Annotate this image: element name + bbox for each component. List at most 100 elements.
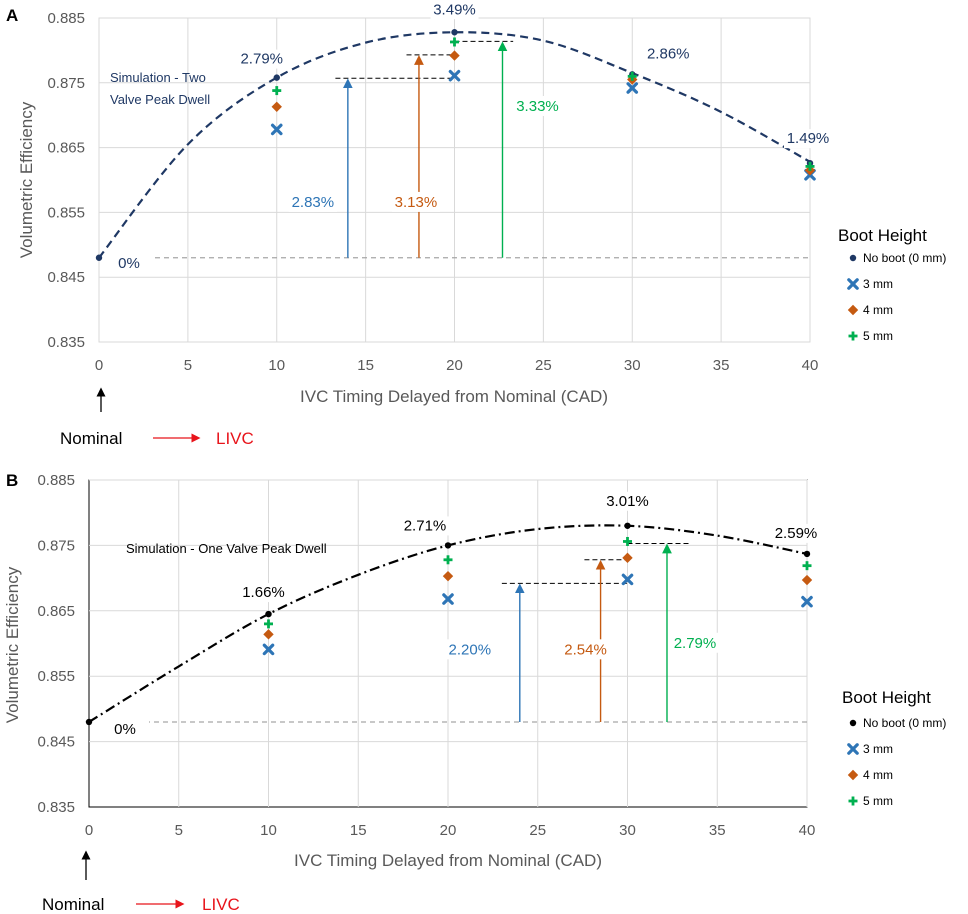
grid-a bbox=[99, 17, 811, 342]
data-point-diamond bbox=[263, 629, 274, 640]
data-point-x bbox=[442, 593, 454, 605]
point-percent-label: 0% bbox=[118, 255, 140, 272]
x-tick-label: 5 bbox=[184, 357, 192, 374]
panel-a: A 2.83% 3.13% 3.33% Simulation - Two Valve … bbox=[6, 0, 946, 448]
nominal-label-a: Nominal bbox=[60, 429, 122, 448]
point-label-background bbox=[401, 516, 449, 536]
legend-b: Boot Height No boot (0 mm) 3 mm 4 mm 5 mm bbox=[842, 688, 946, 808]
y-tick-label: 0.835 bbox=[37, 799, 75, 816]
legend-item-label: 4 mm bbox=[863, 768, 893, 782]
arrow-percent-label: 2.79% bbox=[674, 635, 717, 652]
data-point-plus bbox=[264, 619, 273, 629]
y-tick-label: 0.855 bbox=[37, 668, 75, 685]
point-label-background bbox=[239, 583, 288, 603]
x-tick-label: 10 bbox=[260, 822, 277, 839]
data-point-dot bbox=[803, 550, 811, 558]
data-point-diamond bbox=[449, 50, 460, 61]
legend-marker-diamond bbox=[847, 769, 859, 781]
legend-marker-x bbox=[847, 743, 859, 755]
data-point-plus bbox=[443, 555, 453, 565]
ticks-b: 0 5 10 15 20 25 30 35 40 0.835 0.845 0.855 0.865 0.87… bbox=[37, 472, 815, 839]
data-point-dot bbox=[624, 522, 631, 529]
x-tick-label: 30 bbox=[619, 822, 636, 839]
x-tick-label: 25 bbox=[529, 822, 546, 839]
data-point-diamond bbox=[271, 101, 282, 112]
x-tick-label: 35 bbox=[709, 822, 726, 839]
arrow-label-background bbox=[391, 191, 440, 212]
arrows-b: 2.20% 2.54% 2.79% bbox=[445, 542, 719, 722]
x-tick-label: 20 bbox=[446, 357, 463, 374]
data-point-x bbox=[262, 643, 275, 656]
point-label-background bbox=[430, 0, 479, 20]
point-label-background bbox=[237, 49, 286, 69]
panel-label-a: A bbox=[6, 6, 18, 25]
arrow-label-background bbox=[561, 639, 610, 660]
data-point-dot bbox=[444, 542, 452, 549]
legend-marker-x bbox=[847, 278, 859, 290]
legend-items-b: No boot (0 mm) 3 mm 4 mm 5 mm bbox=[847, 716, 946, 808]
legend-title-b: Boot Height bbox=[842, 688, 931, 707]
legend-item-label: 4 mm bbox=[863, 303, 893, 317]
data-point-plus bbox=[272, 86, 282, 96]
point-percent-label: 2.71% bbox=[404, 517, 447, 534]
legend-item-label: 3 mm bbox=[863, 277, 893, 291]
panel-label-b: B bbox=[6, 471, 18, 490]
arrows-a: 2.83% 3.13% 3.33% bbox=[288, 40, 562, 258]
data-point-x bbox=[448, 69, 461, 82]
legend-item-label: No boot (0 mm) bbox=[863, 716, 946, 730]
x-tick-label: 25 bbox=[535, 357, 552, 374]
legend-title-a: Boot Height bbox=[838, 226, 927, 245]
arrow-percent-label: 2.83% bbox=[292, 194, 335, 211]
point-percent-label: 2.59% bbox=[775, 525, 818, 542]
legend-marker-x-stroke-2 bbox=[847, 743, 859, 755]
legend-a: Boot Height No boot (0 mm) 3 mm 4 mm 5 mm bbox=[838, 226, 946, 343]
x-tick-label: 15 bbox=[357, 357, 374, 374]
arrow-label-background bbox=[670, 632, 719, 653]
data-point-dot bbox=[273, 74, 280, 81]
data-point-plus bbox=[627, 71, 637, 81]
data-point-x-stroke-2 bbox=[448, 69, 461, 82]
point-percent-label: 2.79% bbox=[240, 51, 283, 68]
y-tick-label: 0.875 bbox=[47, 75, 85, 92]
data-point-plus bbox=[805, 161, 815, 171]
x-tick-label: 0 bbox=[95, 357, 103, 374]
point-percent-label: 3.01% bbox=[606, 493, 649, 510]
y-tick-label: 0.855 bbox=[47, 204, 85, 221]
data-point-plus bbox=[802, 561, 812, 571]
data-point-x-stroke-2 bbox=[262, 643, 275, 656]
data-point-plus bbox=[450, 37, 459, 47]
data-point-plus bbox=[623, 536, 632, 546]
point-label-background bbox=[105, 253, 153, 273]
arrow-percent-label: 3.13% bbox=[395, 194, 438, 211]
simulation-curve-line bbox=[98, 31, 811, 259]
y-tick-label: 0.865 bbox=[47, 140, 85, 157]
legend-items-a: No boot (0 mm) 3 mm 4 mm 5 mm bbox=[847, 251, 946, 343]
data-point-dot bbox=[95, 254, 103, 261]
x-tick-label: 35 bbox=[713, 357, 730, 374]
point-percent-label: 3.49% bbox=[433, 1, 476, 18]
point-label-background bbox=[603, 491, 652, 511]
x-tick-label: 10 bbox=[268, 357, 285, 374]
data-point-x bbox=[801, 595, 813, 608]
panel-b: B 2.20% 2.54% 2.79% Simulation - One Valve… bbox=[3, 471, 946, 914]
data-point-dot bbox=[451, 29, 458, 36]
nominal-note-b: Nominal LIVC bbox=[42, 850, 240, 914]
data-points-a bbox=[95, 29, 816, 261]
y-tick-label: 0.875 bbox=[37, 537, 75, 554]
x-tick-label: 20 bbox=[440, 822, 457, 839]
legend-marker-plus bbox=[848, 796, 858, 806]
x-tick-label: 40 bbox=[799, 822, 816, 839]
y-tick-label: 0.885 bbox=[37, 472, 75, 489]
ticks-a: 0 5 10 15 20 25 30 35 40 0.835 0.845 0.855 0.865 0.87… bbox=[47, 10, 818, 374]
y-tick-label: 0.845 bbox=[47, 269, 85, 286]
data-point-dot bbox=[265, 610, 272, 618]
arrow-percent-label: 3.33% bbox=[516, 98, 559, 115]
y-tick-label: 0.865 bbox=[37, 603, 75, 620]
data-point-x bbox=[626, 82, 639, 94]
legend-marker-diamond bbox=[847, 304, 859, 316]
curve-label-line: Simulation - One Valve Peak Dwell bbox=[126, 541, 327, 556]
data-points-b bbox=[85, 522, 813, 726]
data-point-x bbox=[270, 123, 283, 136]
arrow-label-background bbox=[288, 191, 337, 212]
data-point-x-stroke-2 bbox=[626, 82, 639, 94]
